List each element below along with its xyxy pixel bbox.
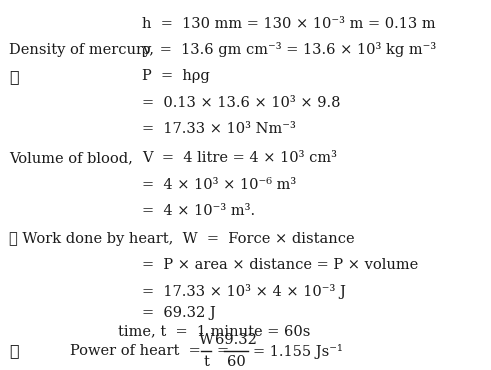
Text: ∴: ∴ <box>9 343 18 360</box>
Text: =  17.33 × 10³ Nm⁻³: = 17.33 × 10³ Nm⁻³ <box>142 122 296 136</box>
Text: =  4 × 10³ × 10⁻⁶ m³: = 4 × 10³ × 10⁻⁶ m³ <box>142 178 296 192</box>
Text: t: t <box>203 354 209 369</box>
Text: =  4 × 10⁻³ m³.: = 4 × 10⁻³ m³. <box>142 204 255 218</box>
Text: Density of mercury,: Density of mercury, <box>9 43 154 57</box>
Text: =  P × area × distance = P × volume: = P × area × distance = P × volume <box>142 258 418 272</box>
Text: h  =  130 mm = 130 × 10⁻³ m = 0.13 m: h = 130 mm = 130 × 10⁻³ m = 0.13 m <box>142 17 436 31</box>
Text: W: W <box>198 333 214 347</box>
Text: =  17.33 × 10³ × 4 × 10⁻³ J: = 17.33 × 10³ × 4 × 10⁻³ J <box>142 284 346 299</box>
Text: 69.32: 69.32 <box>215 333 257 347</box>
Text: =: = <box>217 344 229 358</box>
Text: =  0.13 × 13.6 × 10³ × 9.8: = 0.13 × 13.6 × 10³ × 9.8 <box>142 96 341 110</box>
Text: Volume of blood,: Volume of blood, <box>9 151 133 165</box>
Text: 60: 60 <box>226 354 245 369</box>
Text: Power of heart  =: Power of heart = <box>70 344 201 358</box>
Text: time, t  =  1 minute = 60s: time, t = 1 minute = 60s <box>118 324 310 339</box>
Text: ρ  =  13.6 gm cm⁻³ = 13.6 × 10³ kg m⁻³: ρ = 13.6 gm cm⁻³ = 13.6 × 10³ kg m⁻³ <box>142 42 436 57</box>
Text: V  =  4 litre = 4 × 10³ cm³: V = 4 litre = 4 × 10³ cm³ <box>142 151 337 165</box>
Text: ∴: ∴ <box>9 68 18 85</box>
Text: =  69.32 J: = 69.32 J <box>142 306 216 320</box>
Text: = 1.155 Js⁻¹: = 1.155 Js⁻¹ <box>253 344 343 359</box>
Text: ∴ Work done by heart,  W  =  Force × distance: ∴ Work done by heart, W = Force × distan… <box>9 232 355 246</box>
Text: P  =  hρg: P = hρg <box>142 69 210 83</box>
